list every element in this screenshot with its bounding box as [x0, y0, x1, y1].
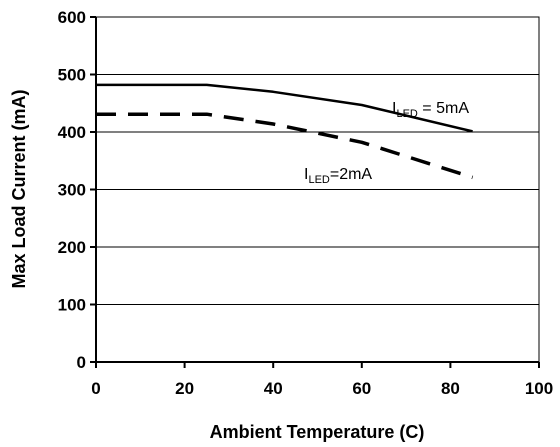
- y-tick-label-400: 400: [58, 123, 86, 142]
- x-tick-label-20: 20: [175, 379, 194, 398]
- x-tick-label-0: 0: [91, 379, 100, 398]
- y-tick-label-200: 200: [58, 238, 86, 257]
- series-line-solid: [96, 83, 473, 133]
- y-tick-label-600: 600: [58, 8, 86, 27]
- y-tick-label-500: 500: [58, 66, 86, 85]
- x-tick-label-60: 60: [352, 379, 371, 398]
- x-tick-labels: 0 20 40 60 80 100: [91, 379, 553, 398]
- annotation-iled-5ma-base: I: [392, 100, 396, 117]
- x-tick-label-100: 100: [525, 379, 553, 398]
- annotation-iled-2ma-sub: LED: [308, 174, 329, 186]
- annotation-iled-5ma: ILED = 5mA: [392, 100, 469, 120]
- x-tick-label-80: 80: [441, 379, 460, 398]
- axes: [90, 16, 540, 368]
- annotation-iled-2ma-base: I: [304, 166, 308, 183]
- annotation-iled-2ma: ILED=2mA: [304, 166, 372, 186]
- y-tick-label-0: 0: [77, 353, 86, 372]
- annotation-iled-2ma-rest: =2mA: [330, 166, 373, 183]
- x-tick-label-40: 40: [264, 379, 283, 398]
- x-axis-title: Ambient Temperature (C): [210, 422, 425, 442]
- gridlines: [96, 74, 539, 305]
- series-lines: [96, 83, 474, 180]
- annotation-iled-5ma-sub: LED: [396, 108, 417, 120]
- y-axis-title: Max Load Current (mA): [9, 89, 29, 288]
- y-tick-label-300: 300: [58, 181, 86, 200]
- annotation-iled-5ma-rest: = 5mA: [418, 100, 469, 117]
- series-line-dashed: [96, 112, 474, 180]
- y-tick-label-100: 100: [58, 296, 86, 315]
- y-tick-labels: 0 100 200 300 400 500 600: [58, 8, 86, 372]
